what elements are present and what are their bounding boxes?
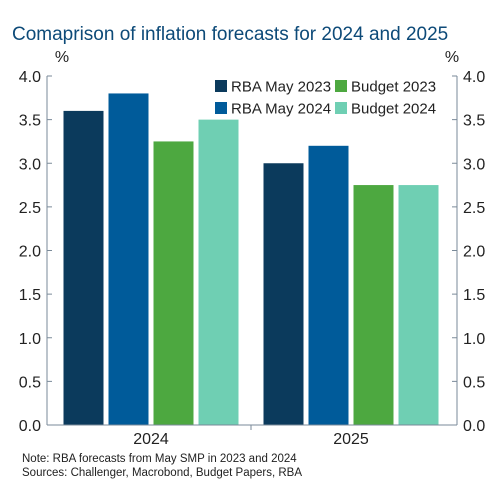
chart-note: Note: RBA forecasts from May SMP in 2023… <box>22 453 297 465</box>
legend-swatch-rba-may-2024 <box>215 102 227 114</box>
y-tick-label-left: 1.5 <box>19 287 41 304</box>
x-tick-label: 2024 <box>133 431 169 448</box>
y-tick-label-right: 0.5 <box>463 374 485 391</box>
legend-label-budget-2024: Budget 2024 <box>351 101 436 118</box>
y-tick-label-left: 3.0 <box>19 156 41 173</box>
y-tick-label-right: 1.0 <box>463 331 485 348</box>
y-tick-label-right: 2.0 <box>463 244 485 261</box>
right-axis-unit: % <box>445 49 459 66</box>
bar-rba-may-2023-2025 <box>263 163 304 425</box>
y-tick-label-left: 1.0 <box>19 331 41 348</box>
y-tick-label-right: 3.5 <box>463 113 485 130</box>
bar-budget-2023-2025 <box>353 185 394 425</box>
bar-rba-may-2024-2025 <box>308 145 349 426</box>
chart-sources: Sources: Challenger, Macrobond, Budget P… <box>22 467 302 479</box>
x-tick-label: 2025 <box>333 431 369 448</box>
y-tick-label-left: 3.5 <box>19 113 41 130</box>
legend-swatch-budget-2023 <box>335 80 347 92</box>
bar-rba-may-2023-2024 <box>63 110 104 426</box>
legend-label-rba-may-2024: RBA May 2024 <box>231 101 331 118</box>
y-tick-label-left: 2.5 <box>19 200 41 217</box>
left-axis-unit: % <box>55 49 69 66</box>
y-tick-label-right: 3.0 <box>463 156 485 173</box>
bar-rba-may-2024-2024 <box>108 93 149 425</box>
legend: RBA May 2023 Budget 2023 RBA May 2024 Budge… <box>215 79 436 118</box>
bar-budget-2024-2024 <box>198 119 239 425</box>
axes-group: 2024 2025 0.0 0.0 0.5 0.5 1.0 1.0 1.5 1.5 2.0 2.0 2.… <box>19 69 486 448</box>
y-tick-label-right: 1.5 <box>463 287 485 304</box>
y-tick-label-right: 2.5 <box>463 200 485 217</box>
y-tick-label-right: 4.0 <box>463 69 485 86</box>
y-tick-label-left: 4.0 <box>19 69 41 86</box>
y-tick-label-left: 0.5 <box>19 374 41 391</box>
bars-group <box>63 93 439 426</box>
legend-label-budget-2023: Budget 2023 <box>351 79 436 96</box>
bar-budget-2023-2024 <box>153 141 194 425</box>
legend-swatch-rba-may-2023 <box>215 80 227 92</box>
legend-label-rba-may-2023: RBA May 2023 <box>231 79 331 96</box>
legend-swatch-budget-2024 <box>335 102 347 114</box>
bar-budget-2024-2025 <box>398 185 439 425</box>
y-tick-label-right: 0.0 <box>463 418 485 435</box>
y-tick-label-left: 2.0 <box>19 244 41 261</box>
chart-title: Comaprison of inflation forecasts for 20… <box>12 24 448 45</box>
y-tick-label-left: 0.0 <box>19 418 41 435</box>
